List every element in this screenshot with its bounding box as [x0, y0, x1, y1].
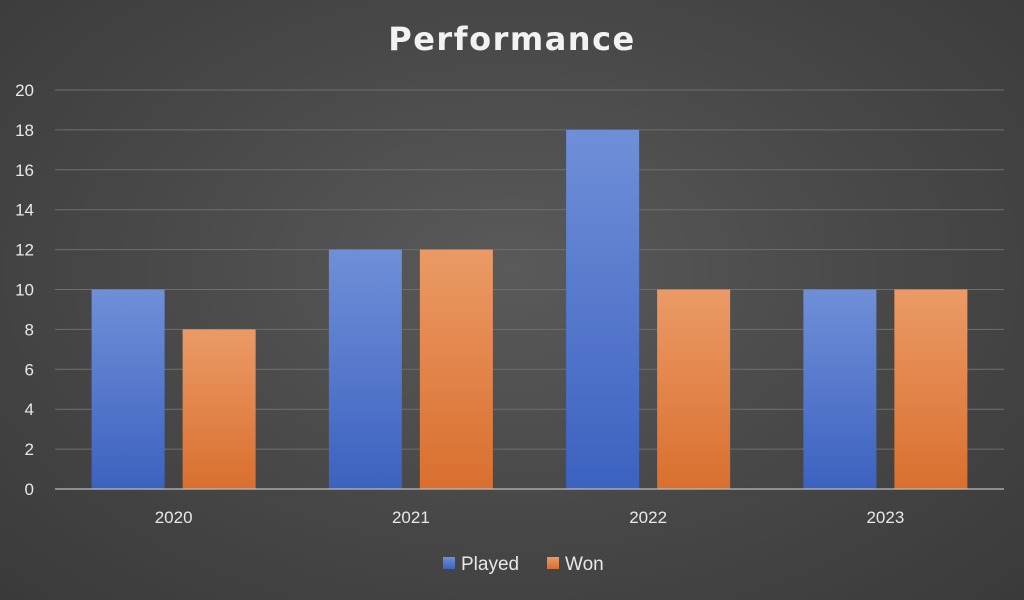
legend-label-won: Won — [565, 554, 604, 575]
y-tick-label: 6 — [25, 360, 34, 379]
x-axis-ticks: 2020 2021 2022 2023 — [155, 508, 905, 527]
y-tick-label: 12 — [15, 241, 34, 260]
y-tick-label: 2 — [25, 440, 34, 459]
x-tick-label: 2020 — [155, 508, 193, 527]
y-tick-label: 14 — [15, 201, 34, 220]
legend: Played Won — [443, 554, 604, 575]
y-tick-label: 0 — [25, 480, 34, 499]
y-axis-ticks: 0 2 4 6 8 10 12 14 16 18 20 — [15, 81, 34, 499]
legend-swatch-won — [547, 557, 559, 569]
y-tick-label: 4 — [25, 400, 34, 419]
bar-won-2022 — [657, 289, 731, 489]
bar-won-2020 — [182, 329, 256, 489]
x-tick-label: 2023 — [866, 508, 904, 527]
chart-title: Performance — [388, 20, 636, 58]
y-tick-label: 16 — [15, 161, 34, 180]
bars — [91, 129, 968, 489]
legend-label-played: Played — [461, 554, 519, 575]
x-tick-label: 2021 — [392, 508, 430, 527]
x-tick-label: 2022 — [629, 508, 667, 527]
bar-played-2021 — [328, 249, 402, 489]
y-tick-label: 8 — [25, 320, 34, 339]
legend-swatch-played — [443, 557, 455, 569]
bar-played-2022 — [566, 129, 640, 489]
bar-played-2023 — [803, 289, 877, 489]
y-tick-label: 18 — [15, 121, 34, 140]
bar-won-2023 — [894, 289, 968, 489]
y-tick-label: 10 — [15, 281, 34, 300]
bar-played-2020 — [91, 289, 165, 489]
bar-won-2021 — [419, 249, 493, 489]
y-tick-label: 20 — [15, 81, 34, 100]
